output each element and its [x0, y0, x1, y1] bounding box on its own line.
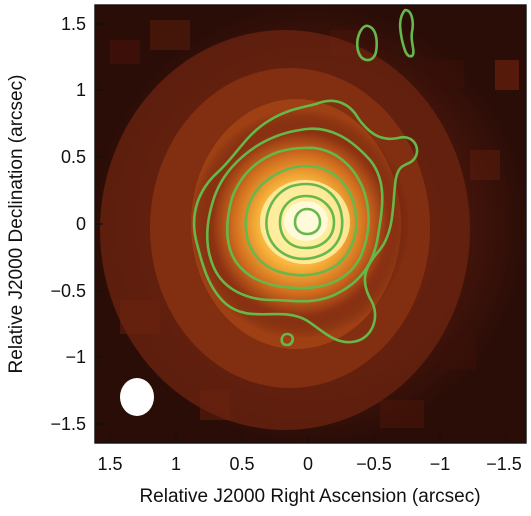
- x-axis-title: Relative J2000 Right Ascension (arcsec): [139, 486, 480, 507]
- y-tick-label: −1: [65, 347, 86, 367]
- x-tick-label: −1: [430, 454, 451, 474]
- contours: [192, 8, 419, 347]
- contour-level-5: [265, 182, 344, 261]
- y-tick-label: −1.5: [50, 414, 86, 434]
- contour-islet-bottom: [280, 332, 295, 347]
- y-tick-label: −0.5: [50, 281, 86, 301]
- contour-level-1: [192, 99, 419, 344]
- y-tick-labels: 1.5 1 0.5 0 −0.5 −1 −1.5: [50, 14, 86, 434]
- x-tick-label: 1: [171, 454, 181, 474]
- tick-marks: [95, 23, 507, 443]
- contour-islet-top-right: [398, 8, 415, 58]
- y-tick-label: 0.5: [61, 147, 86, 167]
- contour-level-4: [244, 164, 358, 277]
- contour-islet-top-left: [355, 24, 379, 62]
- y-axis-title: Relative J2000 Declination (arcsec): [6, 75, 27, 374]
- beam-ellipse: [120, 378, 154, 416]
- x-tick-label: 1.5: [97, 454, 122, 474]
- x-tick-label: −0.5: [356, 454, 392, 474]
- contour-level-2: [205, 127, 384, 303]
- x-tick-labels: 1.5 1 0.5 0 −0.5 −1 −1.5: [97, 454, 521, 474]
- x-tick-label: 0.5: [229, 454, 254, 474]
- x-tick-label: −1.5: [486, 454, 522, 474]
- y-tick-label: 1.5: [61, 14, 86, 34]
- y-tick-label: 0: [76, 214, 86, 234]
- x-tick-label: 0: [303, 454, 313, 474]
- contour-level-7: [293, 207, 322, 236]
- y-tick-label: 1: [76, 80, 86, 100]
- contour-level-3: [225, 146, 370, 290]
- contour-level-6: [278, 194, 336, 250]
- sky-image: [95, 5, 526, 443]
